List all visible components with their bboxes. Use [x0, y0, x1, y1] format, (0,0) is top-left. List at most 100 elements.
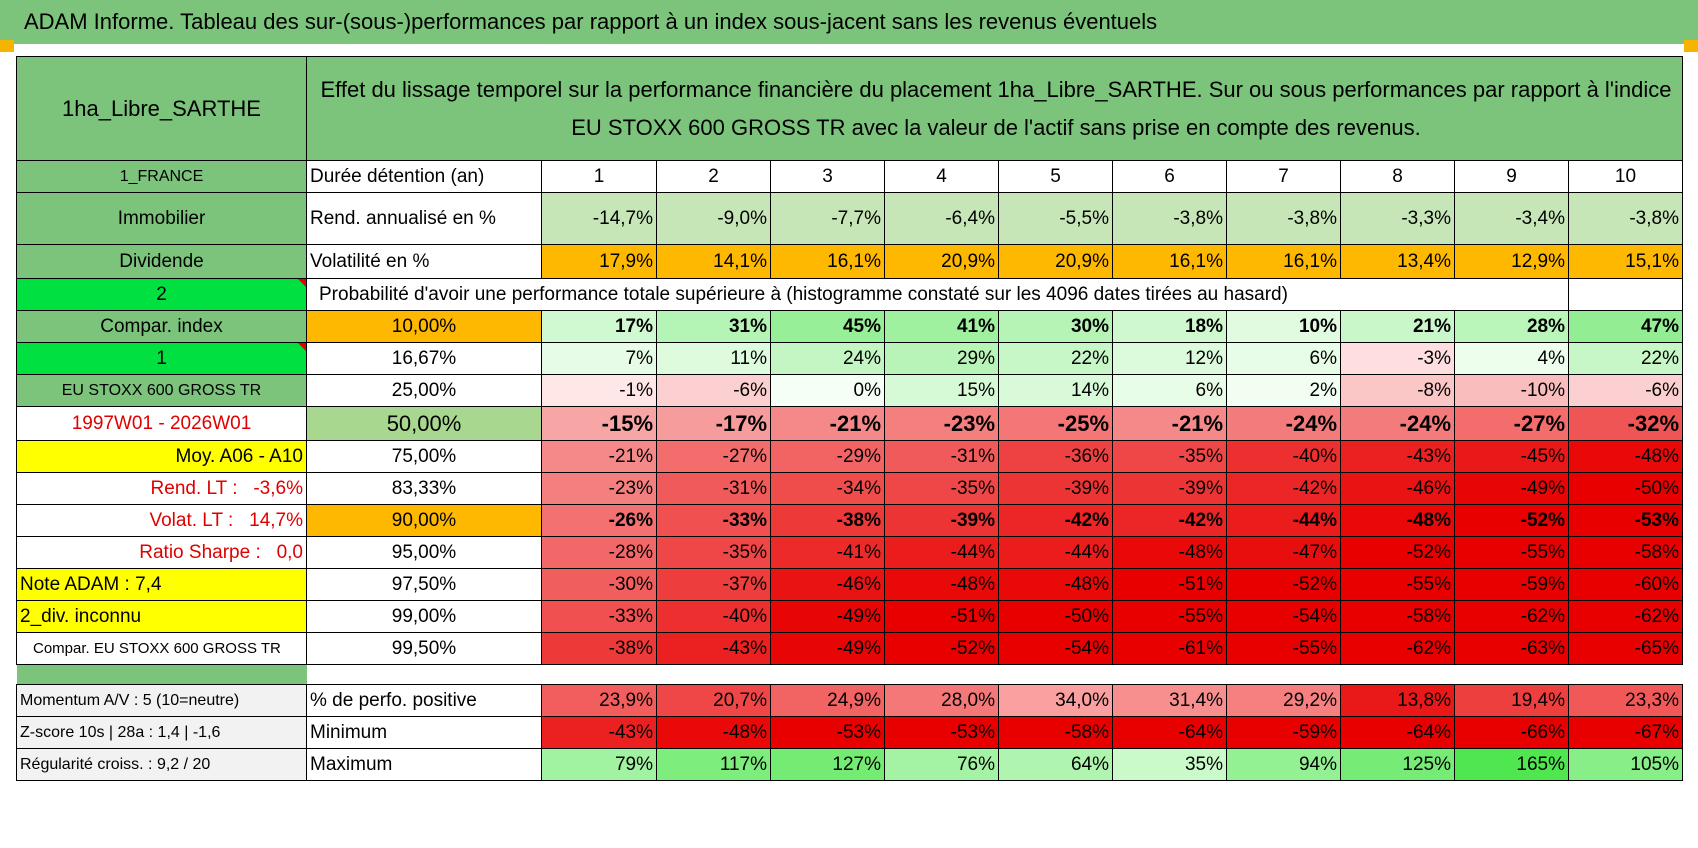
quantile-cell: 17%: [541, 310, 657, 343]
quantile-cell: -63%: [1454, 632, 1569, 665]
volatility-cell: 20,9%: [998, 244, 1113, 279]
spacer-green: [16, 664, 307, 685]
minimum-cell: -64%: [1112, 716, 1227, 749]
volatility-cell: 16,1%: [1226, 244, 1341, 279]
quantile-cell: -52%: [1454, 504, 1569, 537]
asset-class: Immobilier: [16, 192, 307, 245]
quantile-cell: -24%: [1340, 406, 1455, 441]
quantile-cell: -47%: [1226, 536, 1341, 569]
positive-perf-label: % de perfo. positive: [306, 684, 542, 717]
quantile-cell: -42%: [998, 504, 1113, 537]
annual-return-cell: -3,3%: [1340, 192, 1455, 245]
quantile-cell: -49%: [770, 600, 885, 633]
volatility-cell: 12,9%: [1454, 244, 1569, 279]
maximum-cell: 79%: [541, 748, 657, 781]
quantile-percent: 50,00%: [306, 406, 542, 441]
quantile-cell: -62%: [1568, 600, 1683, 633]
zscore-label: Z-score 10s | 28a : 1,4 | -1,6: [16, 716, 307, 749]
year-header: 4: [884, 160, 999, 193]
quantile-percent: 16,67%: [306, 342, 542, 375]
quantile-cell: -36%: [998, 440, 1113, 473]
rend-lt: Rend. LT : -3,6%: [16, 472, 307, 505]
spacer-cell: [1113, 665, 1227, 685]
quantile-cell: -65%: [1568, 632, 1683, 665]
minimum-cell: -66%: [1454, 716, 1569, 749]
spacer-cell: [885, 665, 999, 685]
volatility-cell: 16,1%: [1112, 244, 1227, 279]
corner-marker-right: [1684, 40, 1698, 52]
annual-return-cell: -5,5%: [998, 192, 1113, 245]
quantile-cell: -27%: [656, 440, 771, 473]
regularity-label: Régularité croiss. : 9,2 / 20: [16, 748, 307, 781]
quantile-percent: 97,50%: [306, 568, 542, 601]
quantile-cell: 2%: [1226, 374, 1341, 407]
year-header: 2: [656, 160, 771, 193]
quantile-cell: -29%: [770, 440, 885, 473]
positive-perf-cell: 19,4%: [1454, 684, 1569, 717]
quantile-cell: -25%: [998, 406, 1113, 441]
quantile-cell: -31%: [884, 440, 999, 473]
quantile-cell: -26%: [541, 504, 657, 537]
quantile-cell: -33%: [656, 504, 771, 537]
quantile-cell: -40%: [656, 600, 771, 633]
adam-note: Note ADAM : 7,4: [16, 568, 307, 601]
quantile-cell: -42%: [1226, 472, 1341, 505]
quantile-cell: -44%: [1226, 504, 1341, 537]
spacer-cell: [1341, 665, 1455, 685]
maximum-cell: 105%: [1568, 748, 1683, 781]
compar-full-label: Compar. EU STOXX 600 GROSS TR: [16, 632, 307, 665]
volat-lt-label: Volat. LT :: [149, 509, 234, 531]
quantile-cell: -55%: [1340, 568, 1455, 601]
annual-return-cell: -14,7%: [541, 192, 657, 245]
duration-label: Durée détention (an): [306, 160, 542, 193]
quantile-cell: -3%: [1340, 342, 1455, 375]
quantile-cell: -42%: [1112, 504, 1227, 537]
average-label: Moy. A06 - A10: [16, 440, 307, 473]
quantile-percent: 99,50%: [306, 632, 542, 665]
quantile-cell: -33%: [541, 600, 657, 633]
quantile-cell: 15%: [884, 374, 999, 407]
dividend-unknown: 2_div. inconnu: [16, 600, 307, 633]
positive-perf-cell: 34,0%: [998, 684, 1113, 717]
quantile-cell: -53%: [1568, 504, 1683, 537]
quantile-cell: -23%: [884, 406, 999, 441]
volatility-cell: 20,9%: [884, 244, 999, 279]
annual-return-cell: -6,4%: [884, 192, 999, 245]
quantile-cell: -58%: [1340, 600, 1455, 633]
quantile-cell: -10%: [1454, 374, 1569, 407]
sharpe-ratio: Ratio Sharpe : 0,0: [16, 536, 307, 569]
quantile-cell: -55%: [1112, 600, 1227, 633]
positive-perf-cell: 20,7%: [656, 684, 771, 717]
quantile-cell: -50%: [998, 600, 1113, 633]
probability-label: Probabilité d'avoir une performance tota…: [306, 278, 1455, 311]
spacer-cell: [999, 665, 1113, 685]
quantile-cell: -49%: [770, 632, 885, 665]
positive-perf-cell: 31,4%: [1112, 684, 1227, 717]
positive-perf-cell: 28,0%: [884, 684, 999, 717]
quantile-cell: 30%: [998, 310, 1113, 343]
quantile-cell: -21%: [770, 406, 885, 441]
quantile-cell: -51%: [884, 600, 999, 633]
year-header: 5: [998, 160, 1113, 193]
minimum-cell: -53%: [884, 716, 999, 749]
quantile-percent: 75,00%: [306, 440, 542, 473]
minimum-cell: -43%: [541, 716, 657, 749]
quantile-cell: 22%: [998, 342, 1113, 375]
quantile-cell: -6%: [1568, 374, 1683, 407]
quantile-cell: 41%: [884, 310, 999, 343]
quantile-cell: -39%: [998, 472, 1113, 505]
period-label: 1997W01 - 2026W01: [16, 406, 307, 441]
quantile-cell: -51%: [1112, 568, 1227, 601]
table-description: Effet du lissage temporel sur la perform…: [306, 56, 1683, 161]
quantile-cell: -37%: [656, 568, 771, 601]
year-header: 9: [1454, 160, 1569, 193]
empty-cell: [1568, 278, 1683, 311]
quantile-cell: -54%: [1226, 600, 1341, 633]
quantile-percent: 25,00%: [306, 374, 542, 407]
minimum-cell: -59%: [1226, 716, 1341, 749]
quantile-percent: 90,00%: [306, 504, 542, 537]
quantile-cell: -34%: [770, 472, 885, 505]
quantile-percent: 99,00%: [306, 600, 542, 633]
quantile-cell: -48%: [884, 568, 999, 601]
spacer-cell: [1227, 665, 1341, 685]
